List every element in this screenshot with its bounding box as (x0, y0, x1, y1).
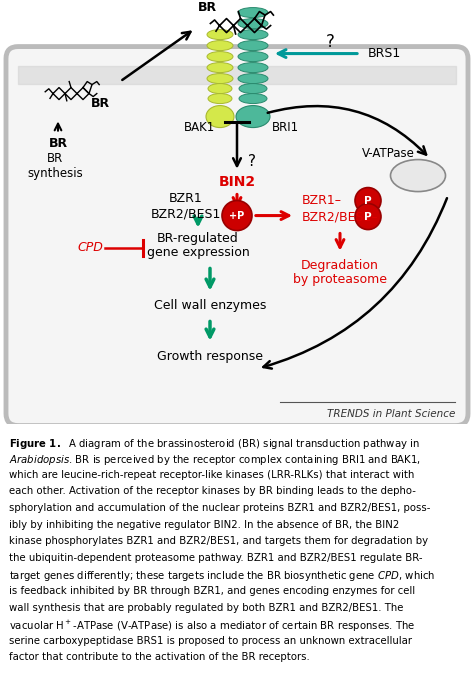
Ellipse shape (207, 74, 233, 83)
Text: factor that contribute to the activation of the BR receptors.: factor that contribute to the activation… (9, 652, 310, 662)
Circle shape (355, 203, 381, 230)
Text: is feedback inhibited by BR through BZR1, and genes encoding enzymes for cell: is feedback inhibited by BR through BZR1… (9, 586, 416, 596)
Ellipse shape (207, 52, 233, 62)
Text: BR-regulated: BR-regulated (157, 232, 239, 245)
Text: wall synthesis that are probably regulated by both BZR1 and BZR2/BES1. The: wall synthesis that are probably regulat… (9, 603, 404, 612)
Ellipse shape (207, 30, 233, 39)
Circle shape (355, 188, 381, 214)
Ellipse shape (208, 94, 232, 104)
FancyArrowPatch shape (268, 106, 426, 155)
Text: vacuolar H$^+$-ATPase (V-ATPase) is also a mediator of certain BR responses. The: vacuolar H$^+$-ATPase (V-ATPase) is also… (9, 619, 416, 634)
Text: BR: BR (91, 97, 109, 110)
Text: BRS1: BRS1 (368, 47, 401, 60)
Ellipse shape (238, 52, 268, 62)
Text: ?: ? (326, 33, 335, 51)
Ellipse shape (239, 83, 267, 94)
Text: Degradation: Degradation (301, 259, 379, 272)
Text: BR: BR (198, 1, 217, 14)
Ellipse shape (391, 159, 446, 192)
Text: BZR2/BES1: BZR2/BES1 (151, 207, 221, 220)
Ellipse shape (208, 83, 232, 94)
Text: sphorylation and accumulation of the nuclear proteins BZR1 and BZR2/BES1, poss-: sphorylation and accumulation of the nuc… (9, 503, 431, 513)
Text: each other. Activation of the receptor kinases by BR binding leads to the depho-: each other. Activation of the receptor k… (9, 486, 416, 496)
Ellipse shape (238, 18, 268, 28)
Text: ?: ? (248, 154, 256, 169)
Ellipse shape (207, 41, 233, 51)
Text: +P: +P (229, 211, 245, 220)
Text: gene expression: gene expression (146, 246, 249, 259)
Text: BR
synthesis: BR synthesis (27, 152, 83, 180)
FancyArrowPatch shape (264, 198, 447, 369)
Text: P: P (364, 195, 372, 205)
Text: ibly by inhibiting the negative regulator BIN2. In the absence of BR, the BIN2: ibly by inhibiting the negative regulato… (9, 519, 400, 530)
Text: BAK1: BAK1 (184, 121, 216, 134)
Ellipse shape (207, 62, 233, 73)
Text: BZR1–: BZR1– (302, 194, 342, 207)
Ellipse shape (238, 74, 268, 83)
Text: the ubiquitin-dependent proteasome pathway. BZR1 and BZR2/BES1 regulate BR-: the ubiquitin-dependent proteasome pathw… (9, 553, 423, 563)
Text: Cell wall enzymes: Cell wall enzymes (154, 299, 266, 312)
Text: by proteasome: by proteasome (293, 273, 387, 286)
Text: BZR2/BES1–: BZR2/BES1– (302, 210, 379, 223)
Circle shape (222, 201, 252, 231)
Text: TRENDS in Plant Science: TRENDS in Plant Science (327, 409, 455, 418)
Ellipse shape (236, 106, 270, 127)
Ellipse shape (238, 62, 268, 73)
Text: $\it{Arabidopsis}$. BR is perceived by the receptor complex containing BRI1 and : $\it{Arabidopsis}$. BR is perceived by t… (9, 454, 421, 467)
Text: Growth response: Growth response (157, 350, 263, 363)
Text: V-ATPase: V-ATPase (362, 147, 414, 160)
Ellipse shape (238, 41, 268, 51)
Text: BR: BR (48, 137, 68, 150)
Text: target genes differently; these targets include the BR biosynthetic gene $\it{CP: target genes differently; these targets … (9, 570, 436, 583)
Text: CPD: CPD (77, 241, 103, 254)
FancyBboxPatch shape (6, 47, 468, 426)
Ellipse shape (206, 106, 234, 127)
Text: BZR1: BZR1 (169, 192, 203, 205)
Ellipse shape (238, 7, 268, 18)
Text: serine carboxypeptidase BRS1 is proposed to process an unknown extracellular: serine carboxypeptidase BRS1 is proposed… (9, 636, 412, 645)
Ellipse shape (238, 30, 268, 39)
Ellipse shape (239, 94, 267, 104)
Text: BRI1: BRI1 (272, 121, 299, 134)
Text: P: P (364, 212, 372, 222)
Text: which are leucine-rich-repeat receptor-like kinases (LRR-RLKs) that interact wit: which are leucine-rich-repeat receptor-l… (9, 470, 415, 480)
Text: kinase phosphorylates BZR1 and BZR2/BES1, and targets them for degradation by: kinase phosphorylates BZR1 and BZR2/BES1… (9, 536, 428, 546)
Text: $\mathbf{Figure\ 1.}$  A diagram of the brassinosteroid (BR) signal transduction: $\mathbf{Figure\ 1.}$ A diagram of the b… (9, 437, 420, 451)
Text: BIN2: BIN2 (219, 174, 255, 188)
